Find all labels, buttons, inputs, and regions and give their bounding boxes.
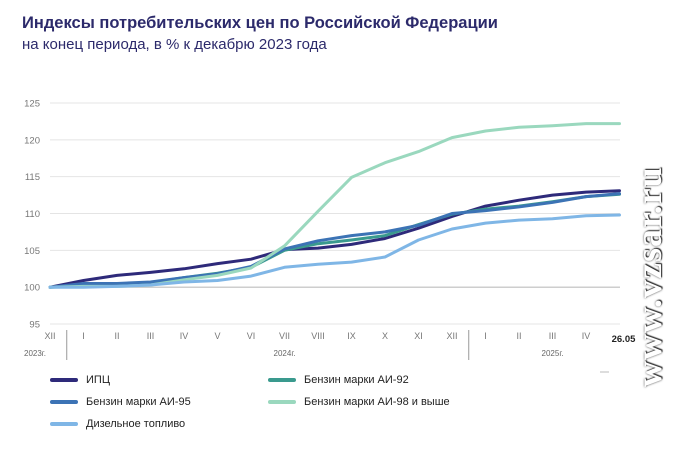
x-tick-label: IV — [180, 331, 189, 341]
legend-swatch — [50, 400, 78, 404]
x-tick-label: II — [516, 331, 521, 341]
y-tick-label: 125 — [24, 99, 40, 110]
year-label: 2023г. — [24, 349, 46, 358]
x-tick-label: I — [484, 331, 487, 341]
legend-label: ИПЦ — [86, 374, 110, 386]
y-tick-label: 100 — [24, 283, 40, 294]
x-tick-label: IV — [582, 331, 591, 341]
x-tick-label: I — [82, 331, 85, 341]
series-line — [48, 192, 621, 289]
x-tick-label: XII — [446, 331, 457, 341]
legend-swatch — [50, 422, 78, 426]
y-tick-label: 115 — [25, 172, 40, 183]
x-tick-label: III — [549, 331, 557, 341]
chart-subtitle: на конец периода, в % к декабрю 2023 год… — [22, 36, 327, 53]
series-line — [48, 213, 621, 289]
legend-label: Бензин марки АИ-98 и выше — [304, 396, 450, 408]
legend-item: ИПЦ — [50, 373, 110, 387]
x-tick-label: III — [147, 331, 155, 341]
x-tick-label: 26.05 — [612, 334, 636, 345]
year-label: 2025г. — [542, 349, 564, 358]
y-tick-label: 120 — [24, 135, 40, 146]
year-label: 2024г. — [274, 349, 296, 358]
chart-title: Индексы потребительских цен по Российско… — [22, 14, 498, 32]
y-tick-label: 105 — [24, 246, 40, 257]
legend-item: Бензин марки АИ-98 и выше — [268, 395, 450, 409]
x-tick-label: II — [114, 331, 119, 341]
x-tick-label: VI — [247, 331, 256, 341]
x-tick-label: XI — [414, 331, 423, 341]
legend-swatch — [268, 378, 296, 382]
legend-item: Дизельное топливо — [50, 417, 185, 431]
x-tick-label: X — [382, 331, 388, 341]
legend-label: Бензин марки АИ-95 — [86, 396, 191, 408]
legend-label: Дизельное топливо — [86, 418, 186, 430]
x-tick-label: VII — [279, 331, 290, 341]
x-tick-label: VIII — [311, 331, 325, 341]
legend-item: Бензин марки АИ-92 — [268, 373, 409, 387]
legend-swatch — [268, 400, 296, 404]
legend-item: Бензин марки АИ-95 — [50, 395, 191, 409]
series-line — [48, 189, 621, 289]
x-tick-label: IX — [347, 331, 356, 341]
legend-label: Бензин марки АИ-92 — [304, 374, 409, 386]
x-tick-label: V — [214, 331, 220, 341]
legend-swatch — [50, 378, 78, 382]
y-tick-label: 95 — [29, 320, 40, 331]
y-tick-label: 110 — [25, 209, 40, 220]
watermark-logo: www.vzsar.ru — [629, 166, 669, 388]
x-tick-label: XII — [44, 331, 55, 341]
